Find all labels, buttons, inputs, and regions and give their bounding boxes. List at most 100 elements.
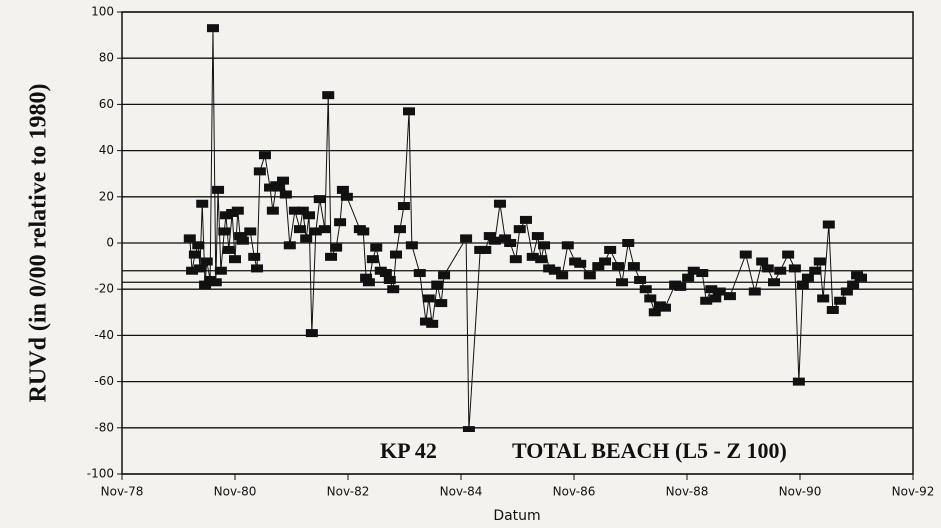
data-point bbox=[379, 269, 392, 278]
data-point bbox=[705, 285, 718, 294]
data-point bbox=[479, 245, 492, 254]
data-point bbox=[792, 377, 805, 386]
data-point bbox=[817, 294, 830, 303]
data-point bbox=[526, 252, 539, 261]
data-point bbox=[813, 257, 826, 266]
data-point bbox=[604, 245, 617, 254]
data-point bbox=[236, 236, 249, 245]
data-point bbox=[334, 218, 347, 227]
data-point bbox=[538, 241, 551, 250]
data-point bbox=[431, 280, 444, 289]
annotation: TOTAL BEACH (L5 - Z 100) bbox=[512, 438, 787, 463]
data-point bbox=[264, 183, 277, 192]
data-point bbox=[251, 264, 264, 273]
data-point bbox=[253, 167, 266, 176]
data-point bbox=[599, 257, 612, 266]
data-point bbox=[531, 232, 544, 241]
data-point bbox=[561, 241, 574, 250]
data-point bbox=[222, 245, 235, 254]
data-point bbox=[782, 250, 795, 259]
data-point bbox=[548, 266, 561, 275]
y-tick-label: -60 bbox=[94, 374, 114, 388]
data-point bbox=[801, 273, 814, 282]
data-point bbox=[739, 250, 752, 259]
data-point bbox=[229, 255, 241, 264]
data-point bbox=[761, 264, 774, 273]
data-point bbox=[504, 239, 517, 247]
data-point bbox=[393, 225, 406, 234]
data-point bbox=[834, 296, 847, 305]
data-point bbox=[627, 262, 640, 271]
data-point bbox=[855, 273, 868, 282]
data-point bbox=[266, 206, 279, 215]
data-point bbox=[513, 225, 526, 234]
data-point bbox=[612, 262, 625, 271]
annotation: KP 42 bbox=[380, 438, 437, 463]
data-point bbox=[499, 234, 512, 243]
x-tick-label: Nov-84 bbox=[440, 485, 483, 499]
data-point bbox=[186, 266, 199, 275]
data-point bbox=[234, 232, 247, 241]
data-point bbox=[796, 280, 809, 289]
x-tick-label: Nov-82 bbox=[327, 485, 370, 499]
data-point bbox=[748, 287, 761, 296]
data-point bbox=[826, 305, 839, 314]
data-point bbox=[200, 257, 213, 266]
data-point bbox=[340, 192, 353, 201]
data-point bbox=[460, 234, 473, 243]
x-tick-label: Nov-92 bbox=[892, 485, 935, 499]
data-point bbox=[283, 241, 296, 250]
data-point bbox=[188, 250, 201, 259]
data-point bbox=[248, 252, 261, 261]
y-tick-label: 40 bbox=[99, 143, 114, 157]
data-point bbox=[313, 195, 326, 204]
data-point bbox=[674, 282, 687, 291]
data-point bbox=[422, 294, 435, 303]
data-point bbox=[303, 211, 316, 220]
y-tick-label: 0 bbox=[106, 236, 114, 250]
y-axis-label: RUVd (in 0/00 relative to 1980) bbox=[26, 84, 52, 403]
y-tick-label: 80 bbox=[99, 51, 114, 65]
data-point bbox=[462, 426, 475, 435]
data-point bbox=[840, 287, 853, 296]
data-point bbox=[244, 227, 257, 236]
data-point bbox=[426, 319, 439, 328]
data-point bbox=[616, 278, 629, 287]
y-tick-label: 20 bbox=[99, 189, 114, 203]
data-point bbox=[305, 329, 318, 338]
data-point bbox=[277, 176, 290, 185]
y-tick-label: -20 bbox=[94, 282, 114, 296]
y-tick-label: -80 bbox=[94, 420, 114, 434]
data-point bbox=[199, 280, 212, 289]
data-point bbox=[413, 269, 426, 278]
data-point bbox=[218, 227, 231, 236]
data-point bbox=[330, 243, 343, 252]
data-point bbox=[622, 239, 635, 247]
data-point bbox=[219, 211, 232, 220]
y-tick-label: 60 bbox=[99, 97, 114, 111]
data-point bbox=[709, 294, 722, 303]
data-point bbox=[258, 151, 271, 160]
data-point bbox=[687, 266, 700, 275]
data-point bbox=[231, 206, 244, 215]
data-point bbox=[644, 294, 657, 303]
data-point bbox=[196, 199, 209, 208]
data-point bbox=[193, 264, 206, 273]
data-point bbox=[774, 266, 787, 275]
data-point bbox=[488, 236, 501, 245]
data-point bbox=[713, 287, 726, 296]
data-point bbox=[206, 24, 219, 33]
x-tick-label: Nov-80 bbox=[214, 485, 257, 499]
data-point bbox=[214, 266, 227, 275]
data-point bbox=[535, 255, 548, 264]
data-point bbox=[700, 296, 713, 305]
data-point bbox=[574, 259, 587, 268]
data-point bbox=[318, 225, 331, 234]
data-point bbox=[639, 285, 652, 294]
data-point bbox=[847, 280, 860, 289]
data-point bbox=[403, 107, 416, 116]
data-point bbox=[438, 271, 451, 280]
data-point bbox=[383, 275, 396, 284]
data-point bbox=[336, 185, 349, 194]
x-tick-label: Nov-88 bbox=[666, 485, 709, 499]
